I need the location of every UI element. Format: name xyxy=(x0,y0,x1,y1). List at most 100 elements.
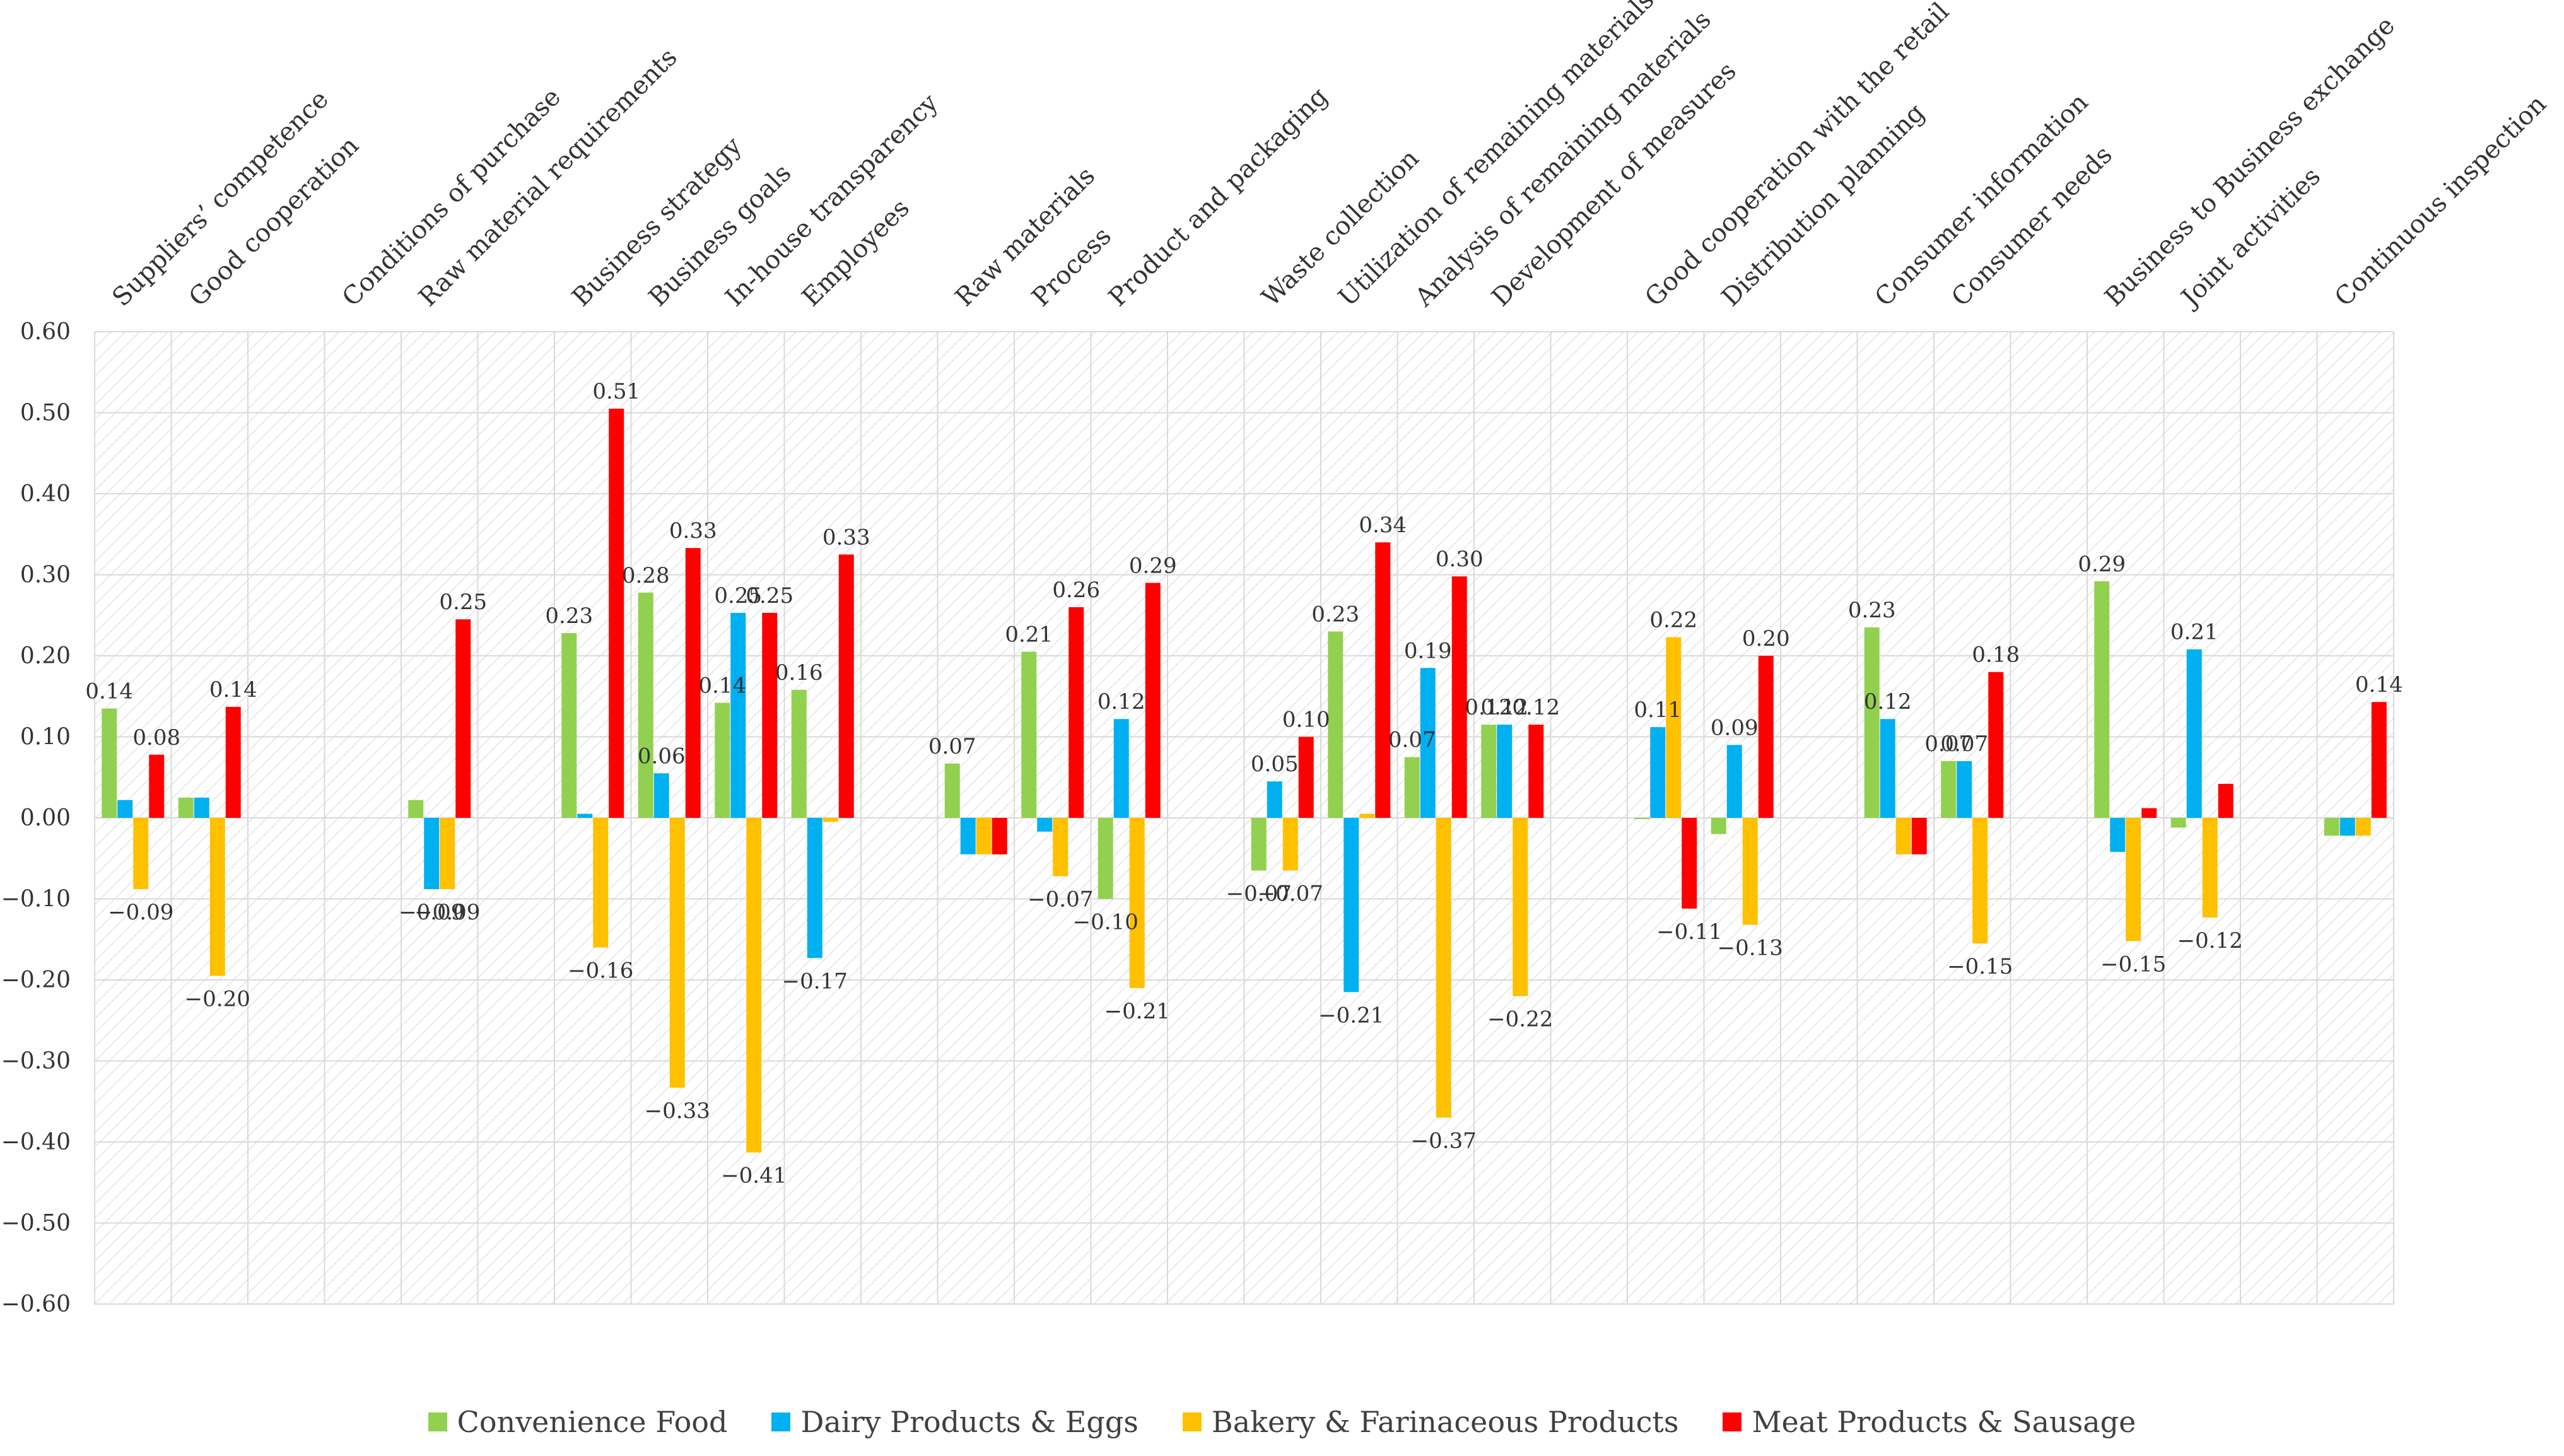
data-label: 0.14 xyxy=(209,677,257,702)
data-label: 0.07 xyxy=(1388,728,1436,753)
data-label: 0.23 xyxy=(1848,598,1896,623)
data-label: −0.20 xyxy=(185,987,250,1012)
bar xyxy=(944,763,960,818)
bar xyxy=(2371,702,2387,818)
bar xyxy=(1742,818,1758,925)
bar xyxy=(1941,761,1957,818)
data-label: 0.14 xyxy=(2355,672,2403,697)
data-label: 0.25 xyxy=(746,583,793,609)
legend: Convenience Food Dairy Products & Eggs B… xyxy=(0,1400,2564,1444)
data-label: 0.12 xyxy=(1512,695,1560,720)
bar xyxy=(117,800,133,818)
bar xyxy=(1634,818,1650,819)
legend-item-meat-products-sausage: Meat Products & Sausage xyxy=(1723,1405,2136,1439)
bar xyxy=(609,409,624,818)
y-tick-label: 0.00 xyxy=(20,805,71,831)
bar xyxy=(2355,818,2371,836)
y-tick-label: −0.20 xyxy=(1,967,71,993)
data-label: 0.14 xyxy=(698,673,746,699)
category-label: Business goals xyxy=(643,158,797,312)
bar xyxy=(638,592,653,818)
bar xyxy=(746,818,762,1153)
data-label: 0.33 xyxy=(669,518,717,544)
data-label: 0.07 xyxy=(1940,731,1988,757)
legend-swatch xyxy=(1182,1412,1202,1431)
bar xyxy=(1298,737,1314,818)
chart: 0.60 0.50 0.40 0.30 0.20 0.10 0.00 −0.10 −0.20 −0… xyxy=(1,0,2552,1317)
bar xyxy=(960,818,976,854)
data-label: −0.21 xyxy=(1104,999,1170,1024)
legend-swatch xyxy=(771,1412,791,1431)
data-label: 0.06 xyxy=(638,743,686,769)
category-label: Utilization of remaining materials xyxy=(1333,0,1660,312)
bar xyxy=(2110,818,2126,852)
bar xyxy=(1328,631,1343,818)
bar xyxy=(440,818,455,890)
category-label: Joint activities xyxy=(2174,162,2326,314)
data-label: 0.12 xyxy=(1864,689,1912,714)
bar xyxy=(1375,542,1391,818)
bar xyxy=(822,818,838,822)
data-label: 0.22 xyxy=(1649,607,1697,632)
legend-label: Dairy Products & Eggs xyxy=(800,1405,1139,1439)
bar xyxy=(1343,818,1359,993)
y-axis: 0.60 0.50 0.40 0.30 0.20 0.10 0.00 −0.10 −0.20 −0… xyxy=(1,319,71,1317)
bar xyxy=(976,818,992,854)
data-label: 0.23 xyxy=(545,603,593,629)
bar xyxy=(1267,781,1282,818)
data-label: 0.29 xyxy=(1129,553,1177,578)
bar xyxy=(653,773,669,818)
bar xyxy=(1650,727,1666,818)
bar xyxy=(730,612,746,818)
data-label: −0.09 xyxy=(108,900,173,925)
y-tick-label: 0.30 xyxy=(20,562,71,588)
bar xyxy=(1251,818,1267,871)
bar xyxy=(807,818,822,958)
data-label: 0.10 xyxy=(1282,708,1330,733)
data-label: −0.33 xyxy=(645,1098,710,1124)
bar xyxy=(2141,808,2157,818)
data-label: −0.21 xyxy=(1318,1003,1384,1028)
data-label: 0.09 xyxy=(1711,715,1759,740)
bar xyxy=(455,619,471,818)
data-label: −0.12 xyxy=(2177,928,2243,953)
bar xyxy=(1711,818,1726,834)
bar xyxy=(1957,761,1972,818)
y-tick-label: −0.50 xyxy=(1,1211,71,1237)
bar xyxy=(2126,818,2141,941)
bar xyxy=(1282,818,1298,871)
data-labels: 0.14−0.090.08−0.200.14−0.09−0.090.250.23… xyxy=(85,379,2403,1189)
data-label: −0.13 xyxy=(1718,936,1783,961)
bar xyxy=(1113,719,1129,818)
bar xyxy=(992,818,1007,854)
bar xyxy=(408,800,424,818)
y-tick-label: −0.30 xyxy=(1,1049,71,1075)
bar xyxy=(1666,637,1682,818)
data-label: −0.16 xyxy=(568,958,633,984)
y-tick-label: 0.50 xyxy=(20,400,71,426)
bar xyxy=(133,818,149,890)
data-label: 0.19 xyxy=(1404,638,1452,663)
data-label: −0.07 xyxy=(1027,887,1093,912)
bar xyxy=(577,813,593,818)
data-label: 0.26 xyxy=(1052,578,1100,603)
data-label: −0.22 xyxy=(1487,1007,1553,1032)
data-label: 0.12 xyxy=(1465,695,1513,720)
data-label: 0.21 xyxy=(2170,620,2218,645)
data-label: 0.25 xyxy=(439,590,487,615)
data-label: 0.07 xyxy=(1924,731,1972,757)
bar xyxy=(2170,818,2186,828)
y-tick-label: 0.40 xyxy=(20,481,71,507)
data-label: 0.05 xyxy=(1251,752,1299,777)
bar xyxy=(1053,818,1068,877)
data-label: 0.33 xyxy=(822,525,870,550)
data-label: 0.29 xyxy=(2078,552,2126,577)
bar xyxy=(1972,818,1988,944)
data-label: 0.18 xyxy=(1972,643,2020,668)
y-tick-label: −0.10 xyxy=(1,887,71,912)
bar xyxy=(2094,581,2110,818)
legend-label: Bakery & Farinaceous Products xyxy=(1211,1405,1679,1439)
bar xyxy=(2339,818,2355,836)
bar xyxy=(2186,649,2202,818)
data-label: −0.37 xyxy=(1411,1128,1477,1153)
